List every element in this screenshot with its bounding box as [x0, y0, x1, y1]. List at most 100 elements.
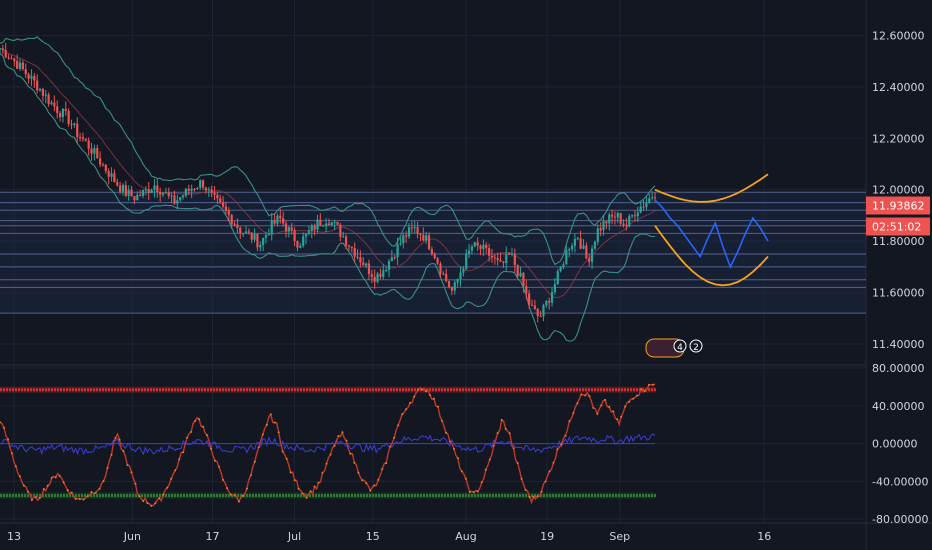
osc-lower-band-tick — [63, 494, 65, 498]
osc-upper-band-tick — [207, 388, 209, 392]
osc-upper-band-tick — [585, 388, 587, 392]
osc-lower-band-tick — [561, 494, 563, 498]
osc-lower-band-tick — [123, 494, 125, 498]
candle-body — [253, 234, 256, 240]
candle-body — [270, 220, 273, 235]
candle-body — [342, 236, 345, 238]
candle-body — [239, 227, 242, 234]
candle-body — [101, 164, 105, 166]
candle-body — [353, 248, 356, 257]
osc-upper-band-tick — [225, 388, 227, 392]
candle-body — [61, 109, 65, 118]
osc-lower-band-tick — [480, 494, 482, 498]
time-axis[interactable]: 13 Jun 17 Jul 15 Aug 19 Sep 16 — [7, 530, 771, 543]
osc-upper-band-tick — [603, 388, 605, 392]
osc-upper-band-tick — [504, 388, 506, 392]
osc-upper-band-tick — [576, 388, 578, 392]
osc-lower-band-tick — [345, 494, 347, 498]
osc-lower-band-tick — [213, 494, 215, 498]
event-badge-count: 2 — [693, 343, 699, 353]
countdown-box — [866, 217, 930, 236]
osc-lower-band-tick — [408, 494, 410, 498]
candle-body — [530, 304, 534, 306]
osc-lower-band-tick — [159, 494, 161, 498]
candle-body — [459, 272, 462, 280]
osc-point — [329, 453, 332, 456]
candle-body — [462, 269, 465, 273]
osc-upper-band-tick — [393, 388, 395, 392]
osc-point — [198, 418, 201, 421]
osc-lower-band-tick — [600, 494, 602, 498]
candle-body — [570, 245, 574, 250]
osc-lower-band-tick — [108, 494, 110, 498]
osc-upper-band-tick — [435, 388, 437, 392]
osc-upper-band-tick — [69, 388, 71, 392]
osc-lower-band-tick — [360, 494, 362, 498]
candle-body — [476, 242, 479, 246]
projection-path[interactable] — [654, 173, 769, 287]
osc-point — [413, 395, 416, 398]
osc-point — [361, 479, 364, 482]
osc-lower-band-tick — [516, 494, 518, 498]
candle-body — [596, 228, 599, 242]
osc-upper-band-tick — [39, 388, 41, 392]
osc-point — [245, 487, 248, 490]
osc-point — [269, 413, 272, 416]
osc-upper-band-tick — [132, 388, 134, 392]
osc-point — [166, 486, 169, 489]
oscillator-axis[interactable]: 80.00000 40.00000 0.00000 -40.00000 -80.0000… — [872, 362, 928, 526]
osc-upper-band-tick — [210, 388, 212, 392]
osc-point — [273, 421, 276, 424]
osc-point — [285, 457, 288, 460]
candle-body — [631, 215, 634, 217]
horizontal-levels[interactable] — [0, 191, 866, 314]
candle-body — [470, 246, 474, 251]
osc-upper-band-tick — [612, 388, 614, 392]
candle-body — [124, 184, 127, 196]
candle-body — [536, 308, 539, 317]
osc-upper-band-tick — [51, 388, 53, 392]
osc-lower-band-tick — [327, 494, 329, 498]
candle-body — [450, 287, 454, 291]
osc-upper-band-tick — [153, 388, 155, 392]
osc-upper-band-tick — [558, 388, 560, 392]
osc-lower-band-tick — [387, 494, 389, 498]
candle-body — [533, 305, 536, 309]
candle-body — [585, 245, 588, 259]
candle-body — [513, 253, 516, 266]
osc-lower-band-tick — [522, 494, 524, 498]
osc-upper-band-tick — [555, 388, 557, 392]
osc-point — [22, 484, 25, 487]
osc-point — [202, 425, 205, 428]
osc-lower-band-tick — [468, 494, 470, 498]
osc-upper-band-tick — [9, 388, 11, 392]
osc-upper-band-tick — [105, 388, 107, 392]
osc-point — [504, 427, 507, 430]
osc-upper-band-tick — [249, 388, 251, 392]
candle-body — [496, 258, 499, 261]
candle-body — [356, 256, 359, 258]
osc-lower-band-tick — [411, 494, 413, 498]
osc-lower-band-tick — [168, 494, 170, 498]
candle-body — [393, 257, 396, 259]
osc-upper-band-tick — [276, 388, 278, 392]
osc-lower-band-tick — [549, 494, 551, 498]
osc-upper-band-tick — [174, 388, 176, 392]
candle-body — [90, 148, 93, 154]
candle-body — [324, 223, 328, 226]
osc-lower-band-tick — [114, 494, 116, 498]
osc-point — [321, 471, 324, 474]
osc-lower-band-tick — [456, 494, 458, 498]
candle-body — [602, 221, 605, 231]
osc-upper-band-tick — [510, 388, 512, 392]
price-axis[interactable]: 12.60000 12.40000 12.20000 12.00000 11.80000… — [866, 29, 930, 351]
osc-upper-band-tick — [426, 388, 428, 392]
osc-upper-band-tick — [180, 388, 182, 392]
osc-lower-band-tick — [90, 494, 92, 498]
candle-body — [576, 238, 579, 240]
candle-body — [279, 215, 282, 219]
osc-upper-band-tick — [345, 388, 347, 392]
osc-point — [508, 432, 511, 435]
candle-body — [210, 189, 213, 193]
